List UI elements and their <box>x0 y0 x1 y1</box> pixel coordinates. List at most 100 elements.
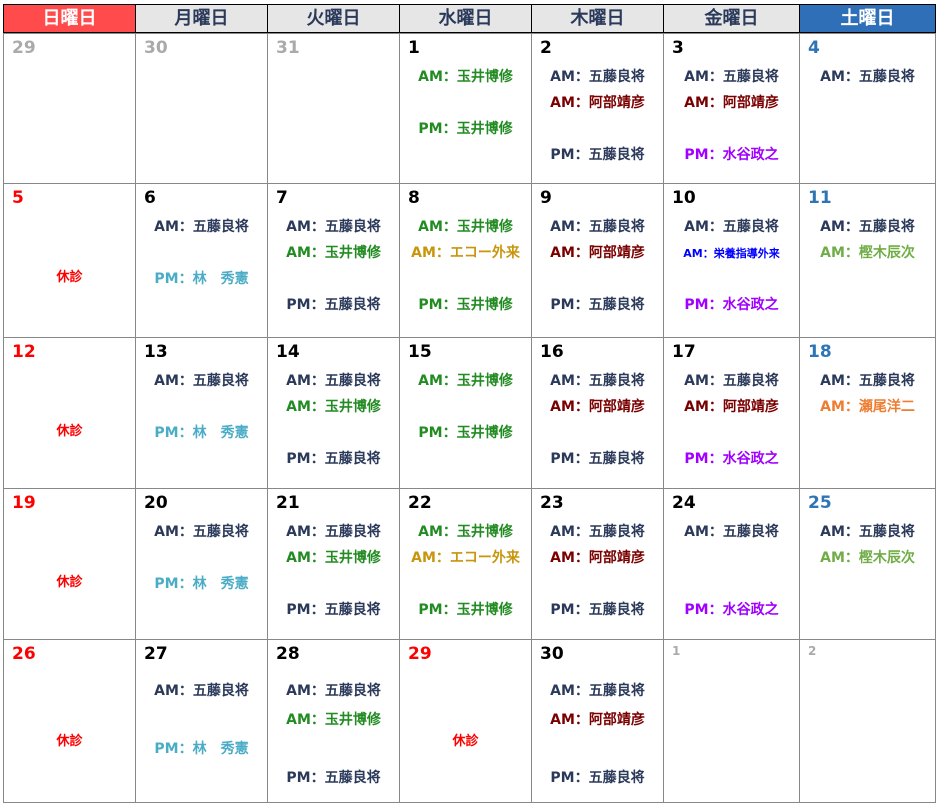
day-cell: 16 AM：五藤良将 AM：阿部靖彦 PM：五藤良将 <box>531 337 664 489</box>
day-number: 15 <box>408 342 432 362</box>
day-number: 29 <box>408 644 432 664</box>
weekday-header-wednesday: 水曜日 <box>399 4 532 33</box>
doctor-schedule-entry: PM：五藤良将 <box>550 451 645 467</box>
day-number: 7 <box>276 188 288 208</box>
doctor-schedule-entry: AM：阿部靖彦 <box>550 245 645 261</box>
doctor-schedule-entry: AM：玉井博修 <box>286 550 381 566</box>
doctor-schedule-entry: AM：玉井博修 <box>418 219 513 235</box>
day-number: 14 <box>276 342 300 362</box>
doctor-schedule-entry: AM：阿部靖彦 <box>550 95 645 111</box>
doctor-schedule-entry: AM：五藤良将 <box>154 373 249 389</box>
day-number: 23 <box>540 493 564 513</box>
doctor-schedule-entry: AM：五藤良将 <box>820 219 915 235</box>
doctor-schedule-entry: AM：阿部靖彦 <box>550 550 645 566</box>
day-cell: 29 <box>3 33 136 184</box>
day-cell: 8 AM：玉井博修 AM：エコー外来 PM：玉井博修 <box>399 183 532 338</box>
day-cell: 30 <box>135 33 268 184</box>
doctor-schedule-entry: PM：五藤良将 <box>550 770 645 786</box>
doctor-schedule-entry: AM：エコー外来 <box>411 245 520 261</box>
day-cell: 1 <box>663 639 800 803</box>
doctor-schedule-entry: AM：五藤良将 <box>684 373 779 389</box>
doctor-schedule-entry: AM：五藤良将 <box>684 524 779 540</box>
day-number: 11 <box>808 188 832 208</box>
day-number: 22 <box>408 493 432 513</box>
doctor-schedule-entry: AM：五藤良将 <box>550 524 645 540</box>
doctor-schedule-entry: PM：玉井博修 <box>418 425 513 441</box>
day-cell: 2 <box>799 639 936 803</box>
doctor-schedule-entry: PM：五藤良将 <box>550 297 645 313</box>
day-number: 3 <box>672 38 684 58</box>
doctor-schedule-entry: PM：五藤良将 <box>550 602 645 618</box>
day-cell: 26 休診 <box>3 639 136 803</box>
day-cell: 28 AM：五藤良将 AM：玉井博修 PM：五藤良将 <box>267 639 400 803</box>
day-cell: 23 AM：五藤良将 AM：阿部靖彦 PM：五藤良将 <box>531 488 664 640</box>
day-number: 25 <box>808 493 832 513</box>
day-number: 9 <box>540 188 552 208</box>
day-number: 2 <box>540 38 552 58</box>
weekday-header-tuesday: 火曜日 <box>267 4 400 33</box>
doctor-schedule-entry: PM：五藤良将 <box>286 297 381 313</box>
weekday-header-friday: 金曜日 <box>663 4 800 33</box>
day-cell: 5 休診 <box>3 183 136 338</box>
day-number: 19 <box>12 493 36 513</box>
day-number: 20 <box>144 493 168 513</box>
day-cell: 29 休診 <box>399 639 532 803</box>
weekday-header-monday: 月曜日 <box>135 4 268 33</box>
doctor-schedule-entry: AM：玉井博修 <box>286 399 381 415</box>
day-cell: 4 AM：五藤良将 <box>799 33 936 184</box>
day-cell: 19 休診 <box>3 488 136 640</box>
doctor-schedule-entry: AM：五藤良将 <box>820 373 915 389</box>
doctor-schedule-entry: AM：阿部靖彦 <box>684 399 779 415</box>
closed-label: 休診 <box>56 424 83 439</box>
day-number: 31 <box>276 38 300 58</box>
weekday-header-thursday: 木曜日 <box>531 4 664 33</box>
day-cell: 2 AM：五藤良将 AM：阿部靖彦 PM：五藤良将 <box>531 33 664 184</box>
doctor-schedule-entry: PM：五藤良将 <box>286 770 381 786</box>
day-cell: 12 休診 <box>3 337 136 489</box>
day-number: 1 <box>408 38 420 58</box>
day-cell: 1 AM：玉井博修 PM：玉井博修 <box>399 33 532 184</box>
day-cell: 9 AM：五藤良将 AM：阿部靖彦 PM：五藤良将 <box>531 183 664 338</box>
day-number: 13 <box>144 342 168 362</box>
day-cell: 15 AM：玉井博修 PM：玉井博修 <box>399 337 532 489</box>
doctor-schedule-entry: PM：玉井博修 <box>418 602 513 618</box>
doctor-schedule-entry: AM：樫木辰次 <box>820 550 915 566</box>
day-cell: 20 AM：五藤良将 PM：林 秀憲 <box>135 488 268 640</box>
doctor-schedule-entry: AM：瀬尾洋二 <box>820 399 915 415</box>
day-number: 18 <box>808 342 832 362</box>
doctor-schedule-entry: AM：五藤良将 <box>286 524 381 540</box>
doctor-schedule-entry: AM：五藤良将 <box>550 373 645 389</box>
doctor-schedule-entry: PM：五藤良将 <box>286 602 381 618</box>
day-number: 12 <box>12 342 36 362</box>
day-number: 21 <box>276 493 300 513</box>
doctor-schedule-entry: PM：林 秀憲 <box>154 741 249 757</box>
doctor-schedule-entry: AM：五藤良将 <box>286 373 381 389</box>
doctor-schedule-entry: PM：五藤良将 <box>550 147 645 163</box>
doctor-schedule-entry: AM：玉井博修 <box>418 69 513 85</box>
doctor-schedule-entry: AM：玉井博修 <box>418 373 513 389</box>
day-number: 10 <box>672 188 696 208</box>
doctor-schedule-entry: PM：玉井博修 <box>418 297 513 313</box>
day-number: 30 <box>540 644 564 664</box>
doctor-schedule-entry: AM：阿部靖彦 <box>684 95 779 111</box>
day-cell: 18 AM：五藤良将 AM：瀬尾洋二 <box>799 337 936 489</box>
day-cell: 22 AM：玉井博修 AM：エコー外来 PM：玉井博修 <box>399 488 532 640</box>
day-cell: 11 AM：五藤良将 AM：樫木辰次 <box>799 183 936 338</box>
day-number: 30 <box>144 38 168 58</box>
day-cell: 17 AM：五藤良将 AM：阿部靖彦 PM：水谷政之 <box>663 337 800 489</box>
doctor-schedule-entry: PM：水谷政之 <box>684 147 779 163</box>
day-number: 24 <box>672 493 696 513</box>
doctor-schedule-entry: PM：林 秀憲 <box>154 271 249 287</box>
doctor-schedule-entry: PM：水谷政之 <box>684 297 779 313</box>
doctor-schedule-entry: AM：五藤良将 <box>820 524 915 540</box>
doctor-schedule-entry: AM：玉井博修 <box>286 245 381 261</box>
doctor-schedule-entry: AM：五藤良将 <box>684 219 779 235</box>
doctor-schedule-entry: PM：水谷政之 <box>684 451 779 467</box>
day-number: 17 <box>672 342 696 362</box>
doctor-schedule-entry: AM：五藤良将 <box>154 524 249 540</box>
day-number: 27 <box>144 644 168 664</box>
doctor-schedule-entry: AM：五藤良将 <box>550 683 645 699</box>
day-number: 16 <box>540 342 564 362</box>
closed-label: 休診 <box>56 575 83 590</box>
doctor-schedule-entry: AM：五藤良将 <box>286 683 381 699</box>
